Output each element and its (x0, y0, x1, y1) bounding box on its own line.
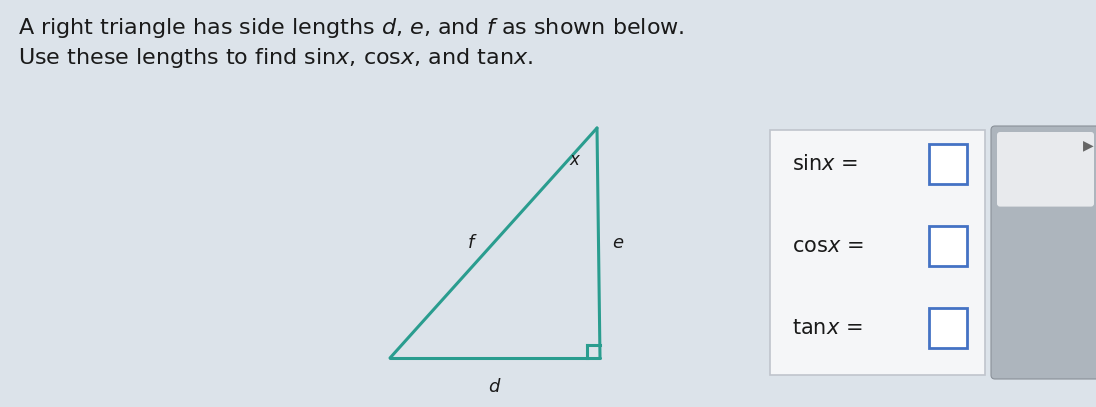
FancyBboxPatch shape (991, 126, 1096, 379)
Text: Use these lengths to find sin$x$, cos$x$, and tan$x$.: Use these lengths to find sin$x$, cos$x$… (18, 46, 533, 70)
FancyBboxPatch shape (997, 132, 1094, 207)
FancyBboxPatch shape (929, 308, 967, 348)
Text: $f$: $f$ (467, 234, 478, 252)
Text: $e$: $e$ (612, 234, 625, 252)
Text: A right triangle has side lengths $d$, $e$, and $f$ as shown below.: A right triangle has side lengths $d$, $… (18, 16, 685, 40)
FancyBboxPatch shape (770, 130, 985, 375)
Text: $\mathrm{cos}x$ =: $\mathrm{cos}x$ = (792, 236, 864, 256)
FancyBboxPatch shape (929, 226, 967, 266)
Text: $x$: $x$ (569, 151, 581, 169)
Text: ▶: ▶ (1083, 138, 1094, 152)
Text: $\mathrm{sin}x$ =: $\mathrm{sin}x$ = (792, 154, 858, 174)
FancyBboxPatch shape (929, 144, 967, 184)
Text: $\mathrm{tan}x$ =: $\mathrm{tan}x$ = (792, 317, 863, 338)
Text: $d$: $d$ (488, 378, 502, 396)
